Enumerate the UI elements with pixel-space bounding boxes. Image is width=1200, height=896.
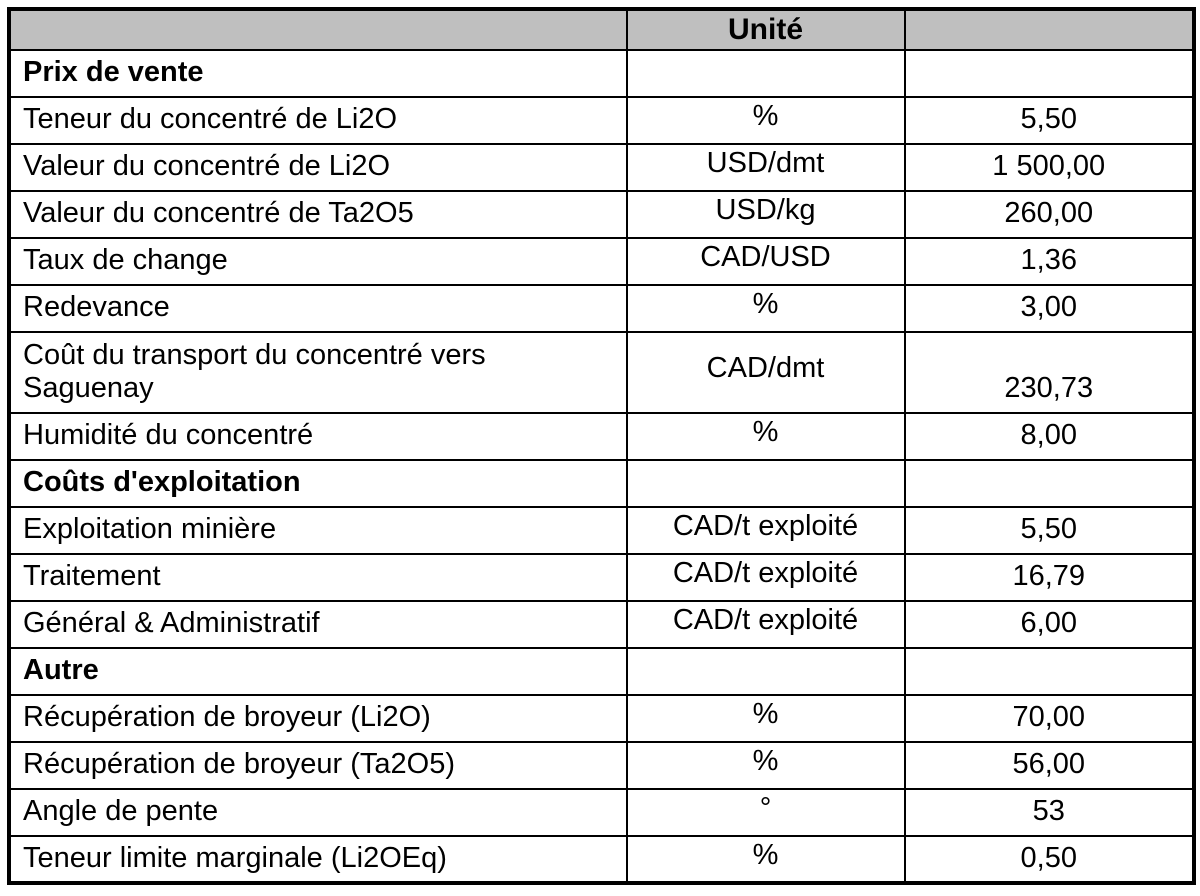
row-label-cell: Taux de change <box>8 236 628 286</box>
row-value-cell: 16,79 <box>903 552 1195 602</box>
table-row: Coûts d'exploitation <box>8 458 1195 508</box>
row-value-cell: 1,36 <box>903 236 1195 286</box>
row-label-cell: Traitement <box>8 552 628 602</box>
row-value-cell: 53 <box>903 787 1195 837</box>
row-label-cell: Valeur du concentré de Li2O <box>8 142 628 192</box>
row-value-cell: 5,50 <box>903 95 1195 145</box>
parameters-table: Unité Prix de vente Teneur du concentré … <box>7 7 1196 885</box>
row-unit-cell: CAD/USD <box>625 236 906 286</box>
row-label-cell: Valeur du concentré de Ta2O5 <box>8 189 628 239</box>
row-label-cell: Teneur du concentré de Li2O <box>8 95 628 145</box>
row-unit-cell: ° <box>625 787 906 837</box>
row-label-cell: Général & Administratif <box>8 599 628 649</box>
row-label-cell: Exploitation minière <box>8 505 628 555</box>
table-body: Prix de vente Teneur du concentré de Li2… <box>8 48 1195 884</box>
row-unit-cell: USD/kg <box>625 189 906 239</box>
row-unit-cell: USD/dmt <box>625 142 906 192</box>
row-value-cell: 70,00 <box>903 693 1195 743</box>
table-row: Récupération de broyeur (Ta2O5) % 56,00 <box>8 740 1195 790</box>
row-unit-cell: CAD/dmt <box>625 330 906 414</box>
row-unit-cell <box>625 458 906 508</box>
table-row: Humidité du concentré % 8,00 <box>8 411 1195 461</box>
row-value-cell: 6,00 <box>903 599 1195 649</box>
row-label-cell: Redevance <box>8 283 628 333</box>
row-unit-cell: CAD/t exploité <box>625 505 906 555</box>
table-row: Exploitation minière CAD/t exploité 5,50 <box>8 505 1195 555</box>
row-label-cell: Récupération de broyeur (Li2O) <box>8 693 628 743</box>
row-value-cell <box>903 646 1195 696</box>
row-label-cell: Récupération de broyeur (Ta2O5) <box>8 740 628 790</box>
row-value-cell: 3,00 <box>903 283 1195 333</box>
row-label-cell: Humidité du concentré <box>8 411 628 461</box>
row-unit-cell: % <box>625 95 906 145</box>
table-row: Taux de change CAD/USD 1,36 <box>8 236 1195 286</box>
row-value-cell: 8,00 <box>903 411 1195 461</box>
row-label-cell: Autre <box>8 646 628 696</box>
row-unit-cell <box>625 646 906 696</box>
row-unit-cell: % <box>625 411 906 461</box>
row-value-cell: 5,50 <box>903 505 1195 555</box>
row-unit-cell: CAD/t exploité <box>625 552 906 602</box>
row-value-cell <box>903 458 1195 508</box>
table-row: Redevance % 3,00 <box>8 283 1195 333</box>
row-unit-cell: % <box>625 834 906 884</box>
table-row: Récupération de broyeur (Li2O) % 70,00 <box>8 693 1195 743</box>
row-value-cell <box>903 48 1195 98</box>
table-row: Prix de vente <box>8 48 1195 98</box>
row-unit-cell: % <box>625 283 906 333</box>
table-row: Teneur du concentré de Li2O % 5,50 <box>8 95 1195 145</box>
table-row: Valeur du concentré de Li2O USD/dmt 1 50… <box>8 142 1195 192</box>
table-row: Traitement CAD/t exploité 16,79 <box>8 552 1195 602</box>
row-value-cell: 0,50 <box>903 834 1195 884</box>
row-value-cell: 56,00 <box>903 740 1195 790</box>
row-unit-cell: % <box>625 693 906 743</box>
row-label-cell: Coût du transport du concentré vers Sagu… <box>8 330 628 414</box>
table-row: Autre <box>8 646 1195 696</box>
row-label-cell: Prix de vente <box>8 48 628 98</box>
row-unit-cell: % <box>625 740 906 790</box>
header-cell-parameter <box>8 8 628 51</box>
table-row: Général & Administratif CAD/t exploité 6… <box>8 599 1195 649</box>
row-unit-cell <box>625 48 906 98</box>
table-row: Coût du transport du concentré vers Sagu… <box>8 330 1195 414</box>
row-value-cell: 230,73 <box>903 330 1195 414</box>
header-cell-value <box>903 8 1195 51</box>
table-row: Angle de pente ° 53 <box>8 787 1195 837</box>
row-value-cell: 260,00 <box>903 189 1195 239</box>
table-row: Teneur limite marginale (Li2OEq) % 0,50 <box>8 834 1195 884</box>
row-label-cell: Angle de pente <box>8 787 628 837</box>
row-value-cell: 1 500,00 <box>903 142 1195 192</box>
row-label-cell: Coûts d'exploitation <box>8 458 628 508</box>
header-cell-unit: Unité <box>625 8 906 51</box>
table-header-row: Unité <box>8 8 1195 51</box>
table-row: Valeur du concentré de Ta2O5 USD/kg 260,… <box>8 189 1195 239</box>
row-unit-cell: CAD/t exploité <box>625 599 906 649</box>
row-label-cell: Teneur limite marginale (Li2OEq) <box>8 834 628 884</box>
